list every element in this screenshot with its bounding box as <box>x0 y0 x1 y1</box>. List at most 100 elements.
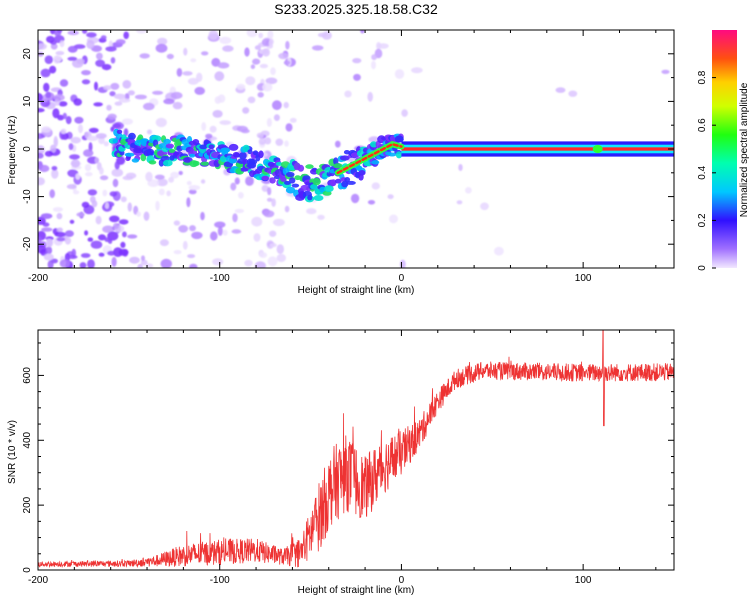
noise-blob <box>68 143 74 151</box>
noise-blob <box>53 137 58 148</box>
noise-blob <box>371 60 376 70</box>
noise-blob <box>276 253 286 263</box>
noise-blob <box>178 225 189 233</box>
ridge-blob <box>148 160 157 165</box>
noise-blob <box>568 90 578 97</box>
noise-blob <box>272 100 282 111</box>
noise-blob <box>38 43 47 50</box>
spectrogram-ridge <box>108 128 674 203</box>
noise-blob <box>104 237 110 242</box>
noise-blob <box>38 133 45 140</box>
noise-blob <box>209 125 217 133</box>
noise-blob <box>87 259 95 268</box>
ridge-core-line <box>336 142 403 175</box>
noise-blob <box>87 237 94 242</box>
y-tick-label: 200 <box>22 496 33 513</box>
noise-blob <box>88 127 99 133</box>
y-tick-label: 400 <box>22 431 33 448</box>
noise-blob <box>38 236 42 243</box>
noise-blob <box>217 226 223 236</box>
ridge-blob <box>232 151 240 158</box>
noise-blob <box>283 60 291 66</box>
noise-blob <box>146 129 153 135</box>
noise-blob <box>238 192 244 199</box>
noise-blob <box>387 194 394 200</box>
noise-blob <box>156 178 168 187</box>
noise-blob <box>245 76 256 86</box>
noise-blob <box>135 30 148 34</box>
noise-blob <box>104 202 110 209</box>
noise-blob <box>51 166 58 171</box>
noise-blob <box>112 123 122 129</box>
noise-blob <box>123 31 129 40</box>
noise-blob <box>134 94 147 100</box>
noise-blob <box>259 252 268 258</box>
noise-blob <box>100 35 107 40</box>
noise-blob <box>200 211 205 221</box>
noise-blob <box>258 138 266 145</box>
spectrogram-x-label: Height of straight line (km) <box>298 285 415 296</box>
noise-blob <box>254 45 261 50</box>
noise-blob <box>55 51 65 56</box>
noise-blob <box>136 211 141 217</box>
noise-blob <box>212 110 223 118</box>
ridge-blob <box>294 175 302 181</box>
x-tick-label: 100 <box>575 273 592 284</box>
noise-blob <box>57 114 65 121</box>
colorbar-tick-label: 0 <box>697 265 708 271</box>
snr-x-label: Height of straight line (km) <box>298 585 415 596</box>
noise-blob <box>173 250 182 255</box>
x-tick-label: 0 <box>399 575 405 586</box>
ridge-blob <box>140 153 147 162</box>
noise-blob <box>38 244 47 254</box>
ridge-blob <box>395 151 403 159</box>
noise-blob <box>67 45 78 53</box>
noise-blob <box>335 140 341 148</box>
noise-blob <box>81 201 90 208</box>
ridge-blob <box>291 183 300 188</box>
noise-blob <box>176 68 183 77</box>
noise-blob <box>59 79 69 87</box>
noise-blob <box>101 64 112 71</box>
noise-blob <box>257 92 264 98</box>
noise-blob <box>56 212 63 220</box>
noise-blob <box>377 43 389 49</box>
noise-blob <box>79 262 87 268</box>
noise-blob <box>191 231 203 240</box>
noise-blob <box>232 213 238 223</box>
noise-blob <box>145 263 154 268</box>
noise-blob <box>360 30 365 34</box>
noise-blob <box>411 67 423 74</box>
ridge-blob <box>124 152 135 157</box>
noise-blob <box>90 240 103 249</box>
noise-blob <box>247 96 256 104</box>
noise-blob <box>210 231 218 241</box>
noise-blob <box>50 144 57 153</box>
band-bright-spot <box>592 145 603 153</box>
noise-blob <box>143 102 155 111</box>
y-tick-label: 0 <box>22 567 33 573</box>
noise-blob <box>189 225 196 232</box>
spectrogram-y-ticks: -20 -10 0 10 20 <box>22 29 674 269</box>
noise-blob <box>244 259 253 267</box>
noise-blob <box>251 216 263 227</box>
noise-blob <box>266 117 272 127</box>
colorbar: 0 0.2 0.4 0.6 0.8 Normalized spectral amplit… <box>697 30 750 271</box>
noise-blob <box>140 259 148 266</box>
noise-blob <box>102 225 114 233</box>
noise-blob <box>222 229 228 236</box>
noise-blob <box>86 39 95 49</box>
noise-blob <box>263 210 275 218</box>
noise-blob <box>107 231 119 241</box>
noise-blob <box>214 71 225 82</box>
y-tick-label: 10 <box>22 95 33 107</box>
ridge-blob <box>269 177 276 184</box>
noise-blob <box>306 208 317 215</box>
noise-blob <box>51 169 59 179</box>
noise-blob <box>103 85 112 91</box>
noise-blob <box>75 173 81 180</box>
noise-blob <box>69 219 75 224</box>
noise-blob <box>41 126 51 133</box>
noise-blob <box>170 171 180 179</box>
noise-blob <box>45 238 54 248</box>
